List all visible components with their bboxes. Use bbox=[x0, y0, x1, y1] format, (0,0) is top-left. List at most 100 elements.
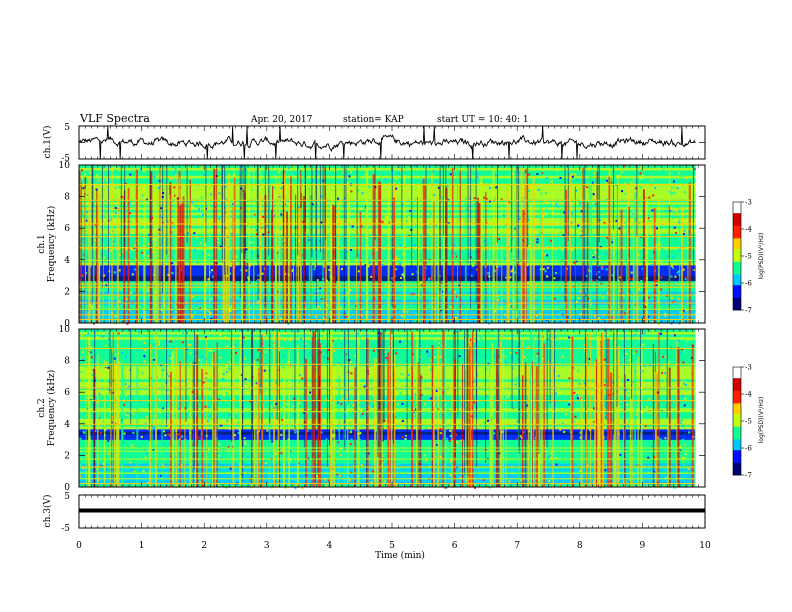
spectral-speckle bbox=[473, 264, 476, 267]
sferic-streak bbox=[108, 191, 111, 323]
spectral-speckle bbox=[255, 443, 258, 446]
spectral-speckle bbox=[160, 364, 163, 367]
narrowband-line bbox=[79, 387, 705, 389]
spectral-speckle bbox=[554, 232, 557, 235]
spectral-speckle bbox=[288, 339, 291, 342]
spectral-speckle bbox=[605, 179, 608, 182]
spectral-speckle bbox=[112, 298, 115, 301]
spectral-speckle bbox=[542, 335, 545, 338]
spectral-speckle bbox=[360, 464, 363, 467]
frequency-tick-label: 0 bbox=[64, 319, 70, 329]
sferic-streak bbox=[261, 334, 263, 487]
spectral-speckle bbox=[262, 390, 265, 393]
colorbar-segment bbox=[733, 466, 741, 469]
spectral-speckle bbox=[543, 396, 546, 399]
spectral-speckle bbox=[321, 409, 324, 412]
spectral-speckle bbox=[315, 315, 318, 318]
dark-streak bbox=[527, 165, 529, 248]
spectral-speckle bbox=[427, 352, 430, 355]
colorbar-segment bbox=[733, 245, 741, 248]
spectral-speckle bbox=[280, 433, 283, 436]
spectral-speckle bbox=[186, 232, 189, 235]
spectral-speckle bbox=[587, 173, 590, 176]
spectral-speckle bbox=[563, 379, 566, 382]
spectral-speckle bbox=[517, 339, 520, 342]
frequency-tick-label: 0 bbox=[64, 483, 70, 493]
spectral-speckle bbox=[549, 239, 552, 242]
dark-streak bbox=[243, 165, 245, 290]
spectral-speckle bbox=[345, 250, 348, 253]
spectral-speckle bbox=[364, 264, 367, 267]
sferic-streak bbox=[374, 358, 376, 487]
ch2-spectrogram-channel-label: ch.2 bbox=[37, 398, 47, 417]
sferic-streak bbox=[337, 201, 340, 323]
spectral-speckle bbox=[455, 440, 458, 443]
spectral-speckle bbox=[129, 461, 132, 464]
spectral-speckle bbox=[124, 177, 127, 180]
spectral-speckle bbox=[300, 337, 303, 340]
spectral-speckle bbox=[271, 389, 274, 392]
spectral-speckle bbox=[615, 194, 618, 197]
spectral-speckle bbox=[382, 457, 385, 460]
spectral-speckle bbox=[350, 429, 353, 432]
colorbar-segment bbox=[733, 431, 741, 434]
spectral-speckle bbox=[518, 218, 521, 221]
spectral-speckle bbox=[372, 382, 375, 385]
spectral-speckle bbox=[200, 307, 203, 310]
spectral-speckle bbox=[500, 306, 503, 309]
spectral-speckle bbox=[131, 444, 134, 447]
spectral-speckle bbox=[164, 434, 167, 437]
dark-streak bbox=[518, 165, 520, 264]
narrowband-line bbox=[79, 286, 705, 288]
spectral-speckle bbox=[601, 267, 604, 270]
spectral-speckle bbox=[563, 292, 566, 295]
spectral-speckle bbox=[455, 330, 458, 333]
sferic-streak bbox=[642, 189, 645, 323]
spectral-speckle bbox=[571, 248, 574, 251]
dark-streak bbox=[605, 329, 607, 420]
spectral-speckle bbox=[682, 382, 685, 385]
spectral-speckle bbox=[357, 254, 360, 257]
spectral-speckle bbox=[138, 331, 141, 334]
spectral-speckle bbox=[323, 265, 326, 268]
spectral-speckle bbox=[458, 284, 461, 287]
spectral-speckle bbox=[301, 262, 304, 265]
spectral-speckle bbox=[401, 264, 404, 267]
dark-streak bbox=[613, 329, 615, 435]
spectral-speckle bbox=[304, 330, 307, 333]
spectral-speckle bbox=[434, 338, 437, 341]
spectral-speckle bbox=[166, 373, 169, 376]
frequency-tick-label: 2 bbox=[64, 287, 70, 297]
spectral-speckle bbox=[682, 392, 685, 395]
spectral-speckle bbox=[605, 268, 608, 271]
spectral-speckle bbox=[183, 378, 186, 381]
spectral-speckle bbox=[543, 195, 546, 198]
spectral-speckle bbox=[152, 238, 155, 241]
dark-streak bbox=[264, 165, 266, 307]
spectral-speckle bbox=[131, 273, 134, 276]
spectral-speckle bbox=[282, 366, 285, 369]
sferic-streak bbox=[540, 201, 542, 323]
spectral-speckle bbox=[395, 177, 398, 180]
sferic-streak bbox=[303, 196, 306, 323]
x-axis-label: Time (min) bbox=[375, 550, 425, 561]
sferic-streak bbox=[634, 193, 636, 323]
spectral-speckle bbox=[256, 280, 259, 283]
sferic-streak bbox=[111, 169, 113, 323]
spectral-speckle bbox=[625, 352, 628, 355]
spectral-speckle bbox=[526, 476, 529, 479]
spectral-speckle bbox=[615, 451, 618, 454]
spectral-speckle bbox=[593, 420, 596, 423]
colorbar-segment bbox=[733, 449, 741, 452]
spectral-speckle bbox=[90, 346, 93, 349]
spectral-speckle bbox=[146, 461, 149, 464]
spectral-speckle bbox=[280, 384, 283, 387]
spectral-speckle bbox=[627, 420, 630, 423]
spectral-speckle bbox=[624, 182, 627, 185]
spectral-speckle bbox=[159, 229, 162, 232]
spectral-speckle bbox=[399, 340, 402, 343]
spectral-speckle bbox=[185, 402, 188, 405]
spectral-speckle bbox=[326, 357, 329, 360]
spectral-speckle bbox=[266, 350, 269, 353]
spectral-speckle bbox=[280, 187, 283, 190]
